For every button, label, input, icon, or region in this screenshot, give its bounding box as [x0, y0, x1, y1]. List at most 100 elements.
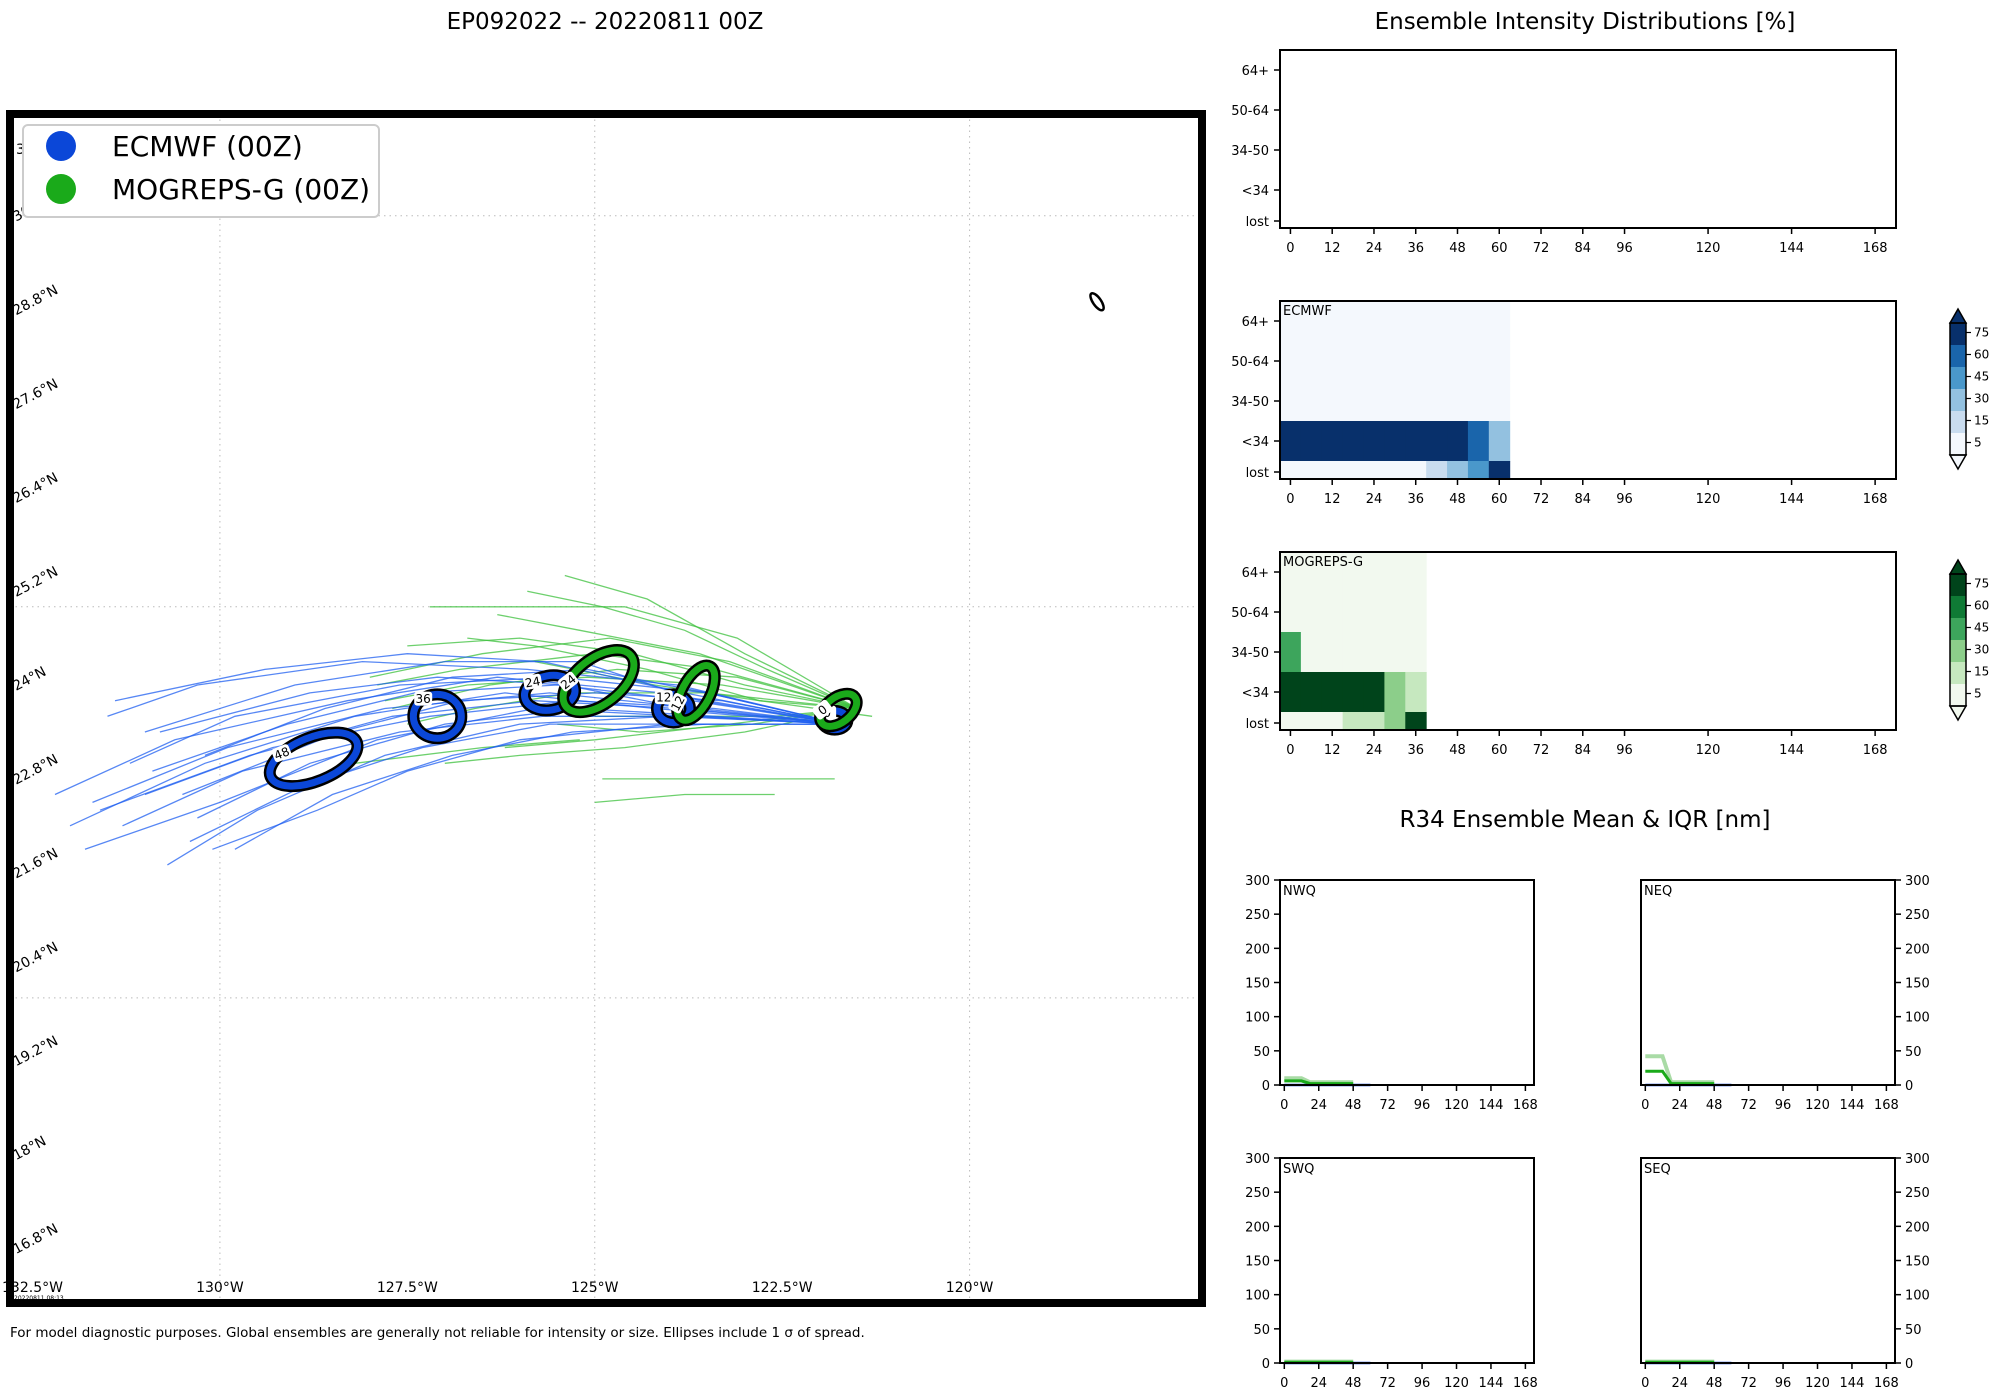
x-tick-label: 0 — [1641, 1098, 1649, 1113]
y-tick-label: 250 — [1905, 1186, 1930, 1201]
lon-tick-label: 130°W — [196, 1280, 244, 1296]
panel-frame — [1279, 879, 1535, 1086]
heatmap-cell — [1405, 672, 1427, 713]
ecmwf-ellipse-12h: 12 — [650, 688, 696, 729]
y-tick-label: 100 — [1245, 1289, 1270, 1304]
ecmwf-ellipse-ring — [520, 671, 579, 714]
ecmwf-ellipse-label: 24 — [522, 673, 543, 690]
colorbar-tick-label: 75 — [1974, 577, 1989, 591]
y-tick-label: 0 — [1905, 1079, 1913, 1094]
row-label: <34 — [1242, 184, 1269, 199]
heatmap-cell — [1488, 301, 1511, 342]
heatmap-cell — [1280, 712, 1302, 731]
heatmap-cell — [1405, 341, 1427, 382]
heatmap-cell — [1384, 632, 1406, 673]
map-legend: ECMWF (00Z) MOGREPS-G (00Z) — [22, 124, 380, 218]
mogreps-mean-line — [1645, 1069, 1715, 1086]
heatmap-cell — [1280, 301, 1302, 342]
intensity-panel-mogreps-g: MOGREPS-G 64+ 50-64 34-50 <34 lost 0 12 24 36 48 60… — [1231, 551, 1989, 758]
lon-tick-label: 132.5°W — [2, 1280, 63, 1296]
colorbar-tick-label: 15 — [1974, 414, 1989, 428]
mogreps-ellipse-ring — [673, 662, 719, 724]
label-background — [668, 692, 687, 714]
legend-box — [22, 124, 380, 218]
x-tick-label: 24 — [1366, 241, 1383, 256]
y-tick-label: 150 — [1245, 1255, 1270, 1270]
latitude-labels: 30°N28.8°N27.6°N26.4°N25.2°N24°N22.8°N21… — [10, 195, 60, 1258]
x-tick-label: 84 — [1575, 492, 1592, 507]
x-tick-label: 0 — [1286, 241, 1294, 256]
colorbar-segment — [1950, 367, 1966, 390]
x-tick-label: 24 — [1310, 1098, 1327, 1113]
legend-mogreps-marker — [46, 174, 76, 204]
x-tick-label: 120 — [1444, 1098, 1469, 1113]
y-tick-label: 100 — [1905, 1011, 1930, 1026]
heatmap-cell — [1426, 461, 1448, 480]
heatmap-cell — [1363, 552, 1385, 593]
label-background — [414, 691, 433, 706]
y-tick-label: 250 — [1905, 908, 1930, 923]
y-tick-label: 200 — [1245, 942, 1270, 957]
mogreps-mean-line — [1284, 1079, 1354, 1086]
x-tick-label: 0 — [1286, 743, 1294, 758]
ecmwf-member-track — [204, 668, 843, 757]
r34-panel-nwq: NWQ 300 250 200 150 100 50 00 24 48 72 96 120 144 168 — [1245, 874, 1538, 1113]
colorbar-segment — [1950, 323, 1966, 346]
ecmwf-member-track — [152, 684, 843, 772]
heatmap-cell — [1300, 381, 1323, 422]
x-tick-label: 168 — [1863, 743, 1888, 758]
y-tick-label: 50 — [1253, 1323, 1270, 1338]
y-tick-label: 200 — [1245, 1220, 1270, 1235]
uncertainty-ellipses: 01224364801224 — [263, 644, 863, 793]
heatmap-cell — [1321, 712, 1344, 731]
heatmap-cell — [1363, 712, 1385, 731]
heatmap-cell — [1488, 421, 1511, 462]
mogreps-ellipse-0h: 0 — [812, 687, 863, 733]
heatmap-cell — [1280, 552, 1302, 593]
r34-title: R34 Ensemble Mean & IQR [nm] — [1400, 807, 1771, 833]
heatmap-cell — [1447, 461, 1469, 480]
row-label: 34-50 — [1231, 144, 1269, 159]
row-label: lost — [1246, 466, 1269, 481]
colorbar-extend-max — [1948, 307, 1968, 324]
lat-tick-label: 27.6°N — [10, 376, 60, 413]
heatmap-cell — [1405, 461, 1427, 480]
x-tick-label: 96 — [1775, 1376, 1792, 1391]
panel-label: MOGREPS-G — [1283, 555, 1363, 570]
heatmap-cell — [1300, 301, 1323, 342]
x-tick-label: 24 — [1366, 743, 1383, 758]
colorbar-extend-max — [1948, 558, 1968, 575]
mogreps-ellipse-label: 12 — [668, 692, 688, 714]
y-tick-label: 100 — [1245, 1011, 1270, 1026]
heatmap-cell — [1342, 341, 1365, 382]
label-background — [654, 690, 673, 705]
heatmap-cell — [1321, 632, 1344, 673]
heatmap-cell — [1405, 381, 1427, 422]
x-tick-label: 144 — [1779, 241, 1804, 256]
lat-tick-label: 25.2°N — [10, 564, 60, 601]
x-tick-label: 168 — [1874, 1376, 1899, 1391]
x-tick-label: 144 — [1479, 1098, 1504, 1113]
heatmap-cell — [1321, 381, 1344, 422]
lat-tick-label: 22.8°N — [10, 751, 60, 788]
panel-label: SEQ — [1644, 1162, 1671, 1177]
ecmwf-member-track — [107, 660, 843, 725]
label-background — [271, 744, 292, 763]
x-tick-label: 48 — [1706, 1098, 1723, 1113]
y-tick-label: 150 — [1245, 977, 1270, 992]
ecmwf-member-track — [197, 707, 843, 819]
colorbar-segment — [1950, 433, 1966, 456]
heatmap-cell — [1363, 672, 1385, 713]
ecmwf-hour-label: 12 — [656, 691, 671, 705]
x-tick-label: 48 — [1449, 492, 1466, 507]
panel-label: SWQ — [1283, 1162, 1314, 1177]
panel-frame — [1279, 300, 1897, 480]
timestamp: 20220811 08:13 — [14, 1295, 64, 1302]
x-tick-label: 120 — [1696, 241, 1721, 256]
x-tick-label: 0 — [1286, 492, 1294, 507]
heatmap-cell — [1342, 461, 1365, 480]
heatmap-cell — [1321, 421, 1344, 462]
heatmap-cell — [1447, 301, 1469, 342]
lat-tick-label: 21.6°N — [10, 845, 60, 882]
r34-panel-seq: SEQ 300 250 200 150 100 50 0 0 24 48 72 96 120 144 168 — [1640, 1152, 1930, 1391]
